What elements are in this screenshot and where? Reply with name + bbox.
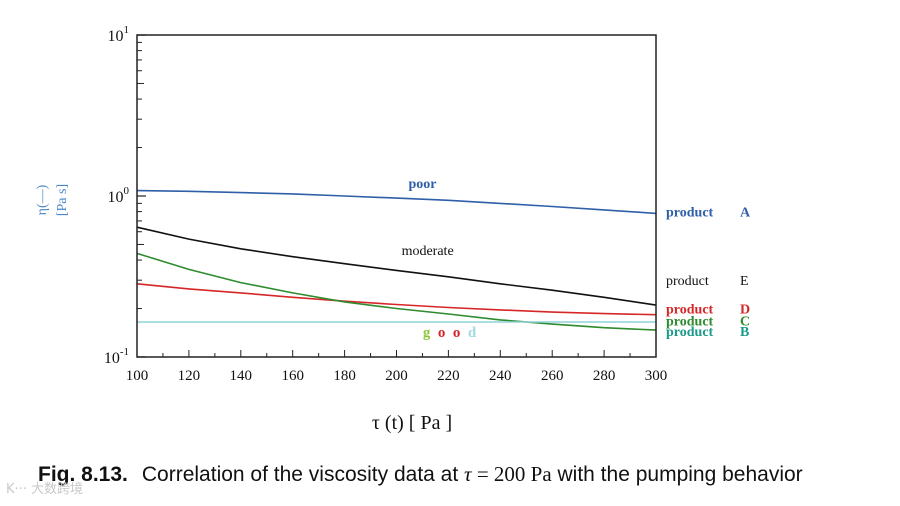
x-tick-label: 160	[281, 368, 304, 384]
x-tick-label: 120	[178, 368, 201, 384]
caption-text-before: Correlation of the viscosity data at	[141, 463, 465, 486]
axis-ticks: 100 120 140 160 180 200 220 240 260 280 3001011001…	[104, 24, 667, 384]
caption-value: 200	[493, 462, 526, 486]
x-tick-label: 280	[593, 368, 616, 384]
y-tick-label: 100	[108, 185, 130, 206]
legend-product-word: product	[666, 303, 714, 318]
x-axis-label: τ (t) [ Pa ]	[372, 412, 452, 434]
y-tick-label: 101	[108, 24, 130, 45]
legend-product-word: product	[666, 274, 709, 289]
x-tick-label: 140	[230, 368, 253, 384]
legend-product-letter: D	[740, 303, 750, 318]
legend-product-letter: A	[740, 206, 751, 221]
legend-product-letter: E	[740, 274, 749, 289]
y-axis-label: η(—) [Pa s]	[35, 184, 70, 216]
legend-product-word: product	[666, 206, 714, 221]
plot-frame	[136, 34, 657, 358]
x-tick-label: 180	[333, 368, 356, 384]
series-line-product-d	[136, 283, 657, 316]
caption-text-after: with the pumping behavior	[551, 463, 803, 486]
annotation-good-letter: o	[438, 325, 446, 341]
annotation-good-letter: o	[453, 325, 461, 341]
legend-product-letter: B	[740, 325, 749, 340]
y-tick-label: 10-1	[104, 346, 129, 367]
y-axis-label-line: [Pa s]	[55, 184, 70, 216]
watermark: K··· 大数跨境	[6, 482, 84, 497]
caption-tau: τ	[464, 462, 472, 486]
series-line-product-c	[136, 252, 657, 331]
caption-fig-label: Fig. 8.13.	[38, 463, 128, 486]
x-tick-label: 220	[437, 368, 460, 384]
legend-product-letter: C	[740, 315, 750, 330]
series-line-product-a	[136, 189, 657, 215]
caption-unit: Pa	[525, 462, 552, 486]
figure-caption: Fig. 8.13. Correlation of the viscosity d…	[38, 462, 803, 487]
series-line-product-e	[136, 226, 657, 306]
viscosity-chart: η(—) [Pa s] 100 120 140 160 180 200 220 240 260 28…	[35, 24, 751, 434]
annotation-good-letter: g	[423, 325, 431, 341]
x-tick-label: 240	[489, 368, 512, 384]
annotation-good-letter: d	[468, 325, 477, 341]
annotation-poor: poor	[408, 177, 436, 192]
caption-eq: =	[471, 462, 494, 486]
series-layer	[136, 189, 657, 331]
x-tick-label: 300	[645, 368, 668, 384]
x-tick-label: 260	[541, 368, 564, 384]
annotation-moderate: moderate	[402, 244, 454, 259]
x-tick-label: 200	[385, 368, 408, 384]
x-tick-label: 100	[126, 368, 149, 384]
legend-product-word: product	[666, 325, 714, 340]
y-axis-label-line: η(—)	[35, 184, 50, 215]
legend-product-word: product	[666, 315, 714, 330]
